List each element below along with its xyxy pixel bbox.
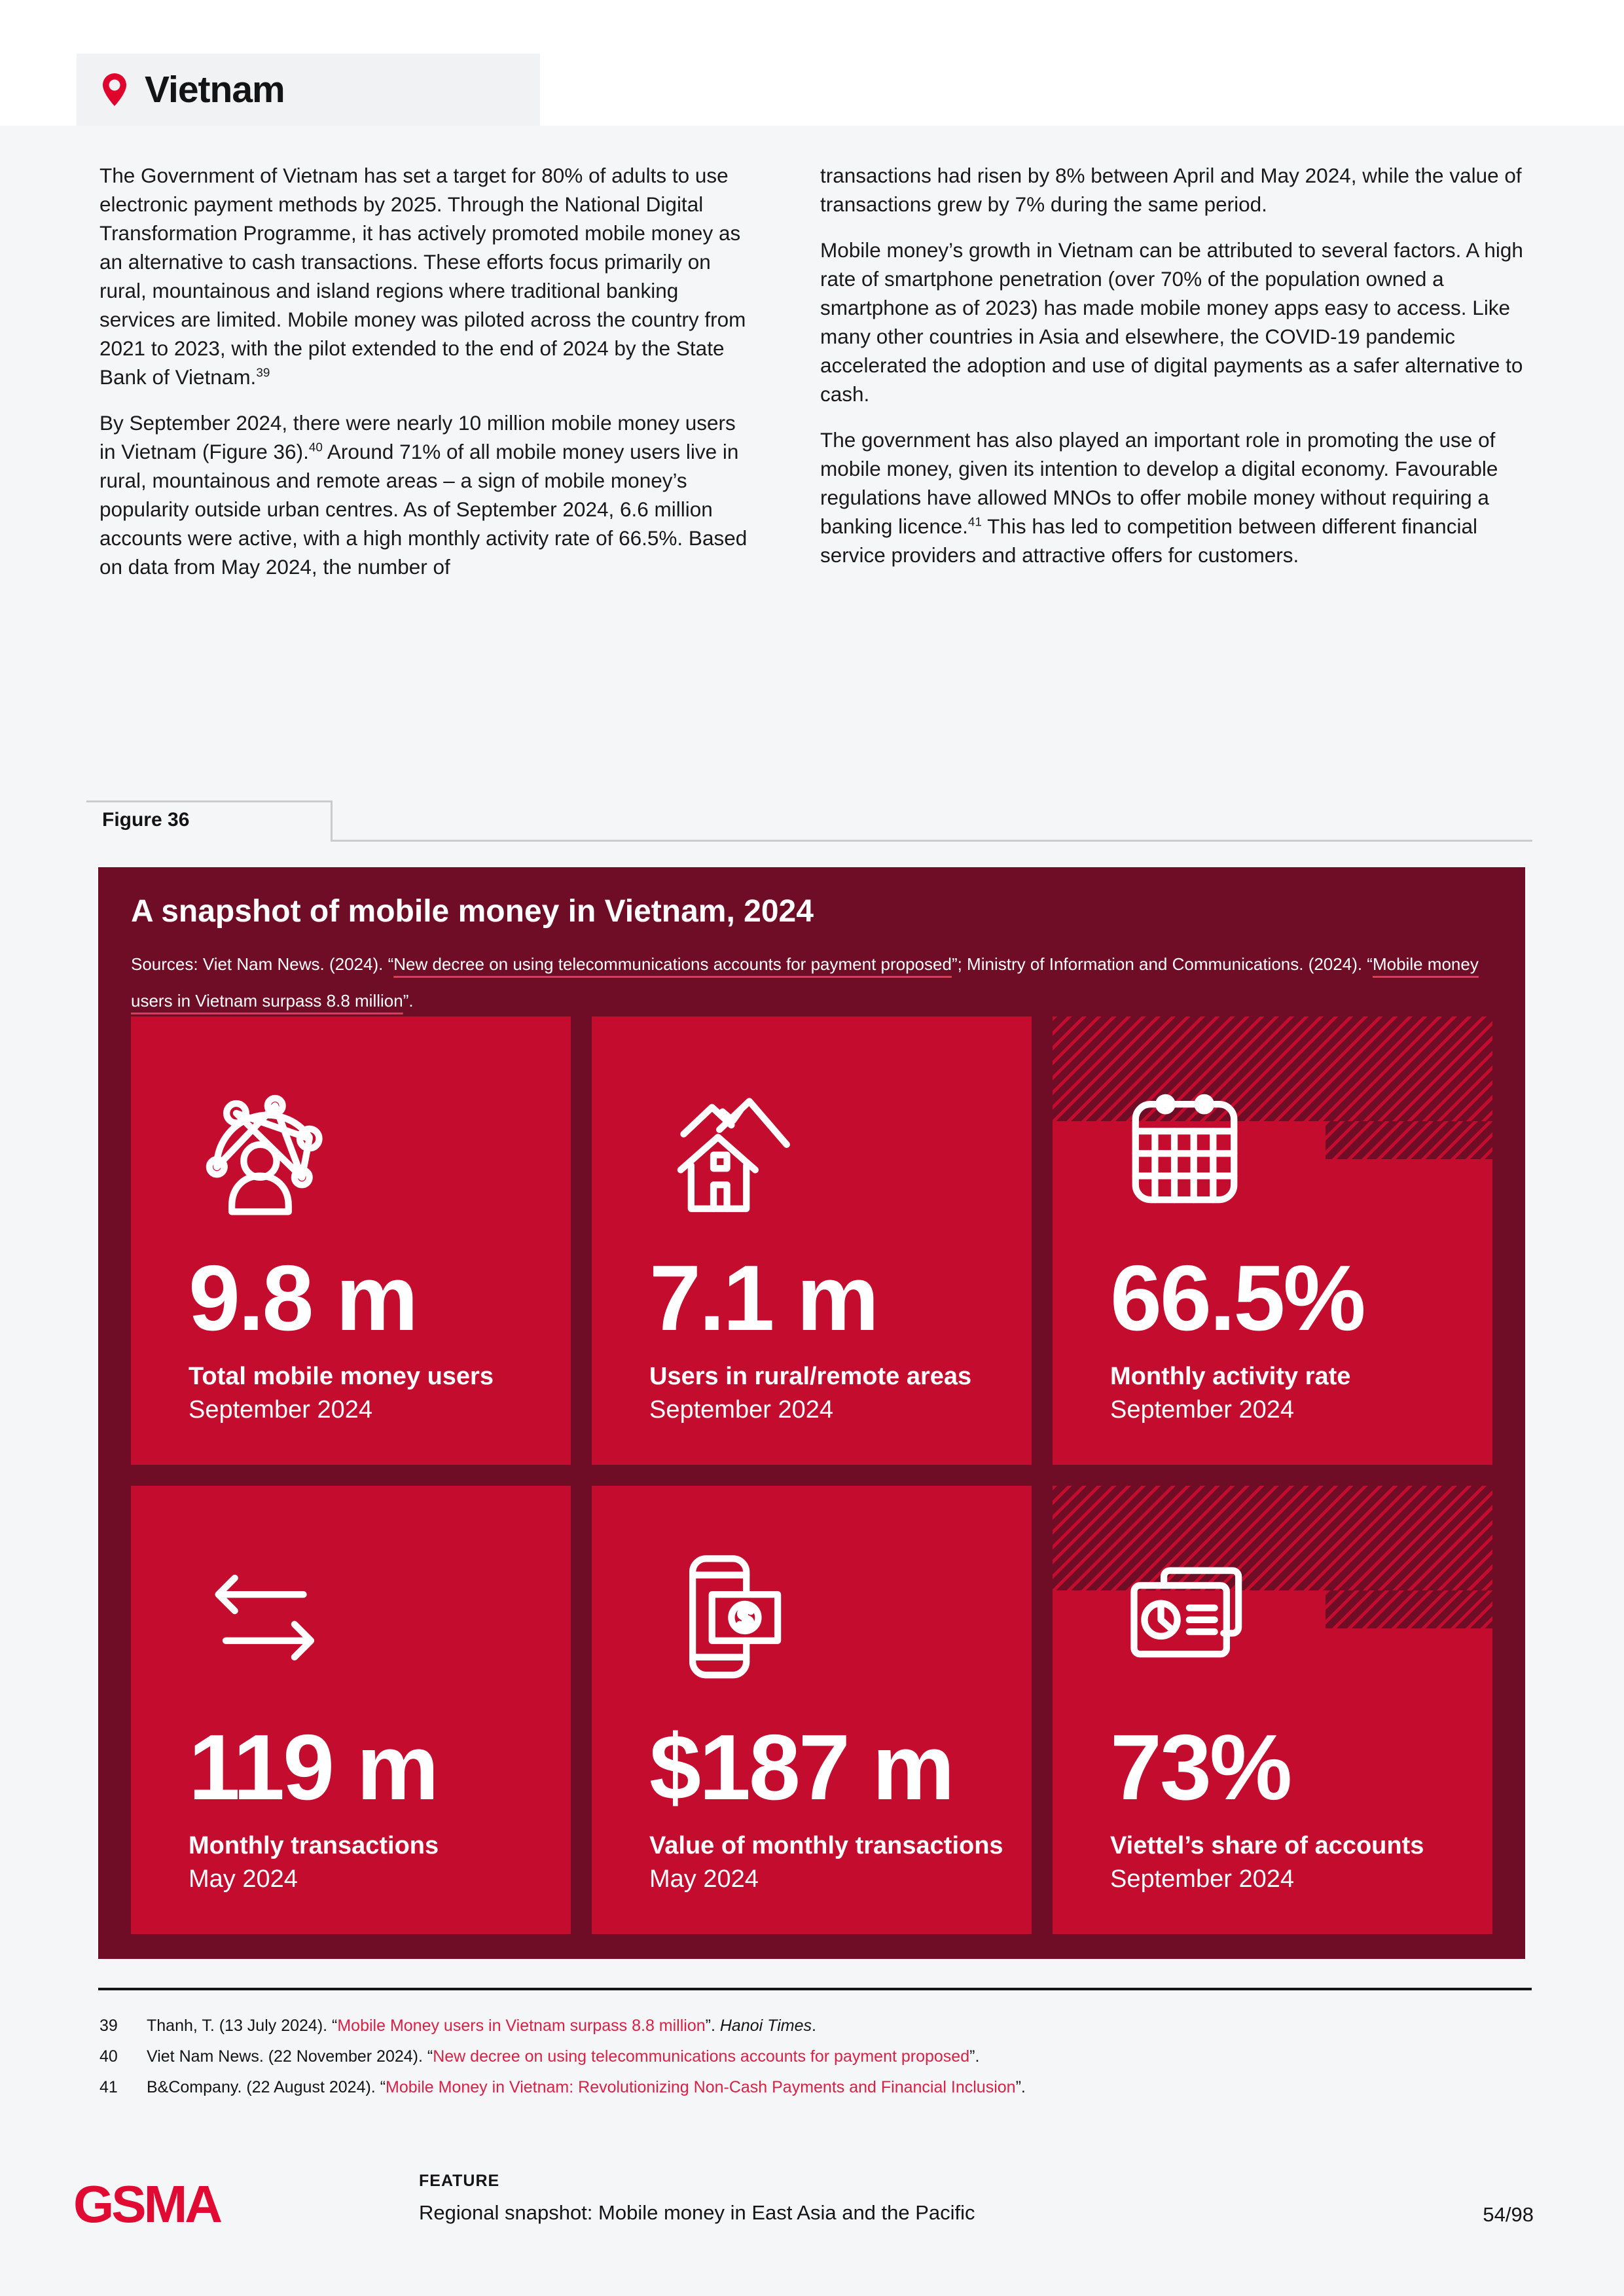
stat-value: 9.8 m — [189, 1246, 418, 1350]
stat-card-total-users: 9.8 m Total mobile money users September… — [131, 1016, 571, 1465]
hatch-pattern — [1053, 1016, 1492, 1121]
footnote-40: 40 Viet Nam News. (22 November 2024). “N… — [99, 2041, 1533, 2072]
footnote-link[interactable]: New decree on using telecommunications a… — [433, 2047, 970, 2066]
stat-label: Value of monthly transactions — [649, 1831, 1003, 1859]
transfer-arrows-icon — [189, 1541, 338, 1690]
footnotes: 39 Thanh, T. (13 July 2024). “Mobile Mon… — [99, 2011, 1533, 2103]
source-link[interactable]: New decree on using telecommunications a… — [393, 954, 952, 974]
footnote-number: 41 — [99, 2078, 118, 2096]
stat-date: September 2024 — [1110, 1396, 1294, 1424]
stat-value: 66.5% — [1110, 1246, 1366, 1350]
stat-card-rural-users: 7.1 m Users in rural/remote areas Septem… — [592, 1016, 1032, 1465]
user-network-icon — [189, 1071, 338, 1221]
footer-title: Regional snapshot: Mobile money in East … — [419, 2201, 975, 2224]
paragraph: By September 2024, there were nearly 10 … — [99, 411, 748, 579]
figure-title: A snapshot of mobile money in Vietnam, 2… — [131, 894, 814, 929]
footnotes-divider — [98, 1988, 1532, 1990]
phone-banknote-icon — [649, 1541, 799, 1690]
figure-infographic: A snapshot of mobile money in Vietnam, 2… — [98, 867, 1525, 1959]
stat-date: May 2024 — [189, 1865, 298, 1893]
footnote-ref: 41 — [967, 515, 982, 529]
paragraph: The Government of Vietnam has set a targ… — [99, 164, 746, 389]
gsma-logo: GSMA — [73, 2175, 223, 2233]
figure-tab-rule — [331, 840, 1532, 842]
country-header: Vietnam — [77, 54, 540, 126]
figure-label: Figure 36 — [102, 809, 190, 831]
footer-eyebrow: FEATURE — [419, 2172, 500, 2190]
stat-date: September 2024 — [649, 1396, 833, 1424]
body-column-right: transactions had risen by 8% between Apr… — [820, 161, 1530, 586]
stat-label: Monthly transactions — [189, 1831, 439, 1859]
footnote-39: 39 Thanh, T. (13 July 2024). “Mobile Mon… — [99, 2011, 1533, 2041]
body-column-left: The Government of Vietnam has set a targ… — [99, 161, 748, 598]
stat-date: May 2024 — [649, 1865, 759, 1893]
stat-cards-grid: 9.8 m Total mobile money users September… — [131, 1016, 1492, 1934]
footnote-number: 39 — [99, 2017, 118, 2035]
stat-card-activity-rate: 66.5% Monthly activity rate September 20… — [1053, 1016, 1492, 1465]
footnote-link[interactable]: Mobile Money users in Vietnam surpass 8.… — [337, 2017, 706, 2035]
stat-date: September 2024 — [189, 1396, 372, 1424]
footnote-number: 40 — [99, 2047, 118, 2066]
paragraph: Mobile money’s growth in Vietnam can be … — [820, 238, 1523, 406]
calendar-icon — [1110, 1071, 1259, 1221]
stat-value: 119 m — [189, 1715, 439, 1820]
stat-card-monthly-transactions: 119 m Monthly transactions May 2024 — [131, 1486, 571, 1934]
figure-tab-outline — [86, 800, 333, 842]
page-number: 54/98 — [1483, 2203, 1534, 2226]
footnote-ref: 39 — [256, 366, 270, 380]
figure-sources: Sources: Viet Nam News. (2024). “New dec… — [131, 954, 1479, 1011]
page-title: Vietnam — [145, 69, 285, 111]
hatch-pattern — [1325, 1590, 1492, 1628]
source-link[interactable]: Mobile money users in Vietnam surpass 8.… — [131, 954, 1479, 1011]
stat-value: $187 m — [649, 1715, 955, 1820]
stat-label: Monthly activity rate — [1110, 1362, 1351, 1390]
location-pin-icon — [103, 73, 126, 106]
paragraph: transactions had risen by 8% between Apr… — [820, 164, 1522, 216]
stat-card-transaction-value: $187 m Value of monthly transactions May… — [592, 1486, 1032, 1934]
stat-value: 7.1 m — [649, 1246, 879, 1350]
footer-feature-block: FEATURE Regional snapshot: Mobile money … — [419, 2172, 975, 2225]
stat-label: Viettel’s share of accounts — [1110, 1831, 1424, 1859]
report-pie-icon — [1110, 1541, 1259, 1690]
stat-card-viettel-share: 73% Viettel’s share of accounts Septembe… — [1053, 1486, 1492, 1934]
stat-date: September 2024 — [1110, 1865, 1294, 1893]
hatch-pattern — [1053, 1486, 1492, 1590]
house-mountains-icon — [649, 1071, 799, 1221]
footnote-ref: 40 — [308, 440, 323, 455]
footnote-link[interactable]: Mobile Money in Vietnam: Revolutionizing… — [386, 2078, 1016, 2096]
stat-value: 73% — [1110, 1715, 1292, 1820]
hatch-pattern — [1325, 1121, 1492, 1159]
stat-label: Users in rural/remote areas — [649, 1362, 972, 1390]
stat-label: Total mobile money users — [189, 1362, 494, 1390]
paragraph: The government has also played an import… — [820, 428, 1498, 567]
footnote-41: 41 B&Company. (22 August 2024). “Mobile … — [99, 2072, 1533, 2103]
